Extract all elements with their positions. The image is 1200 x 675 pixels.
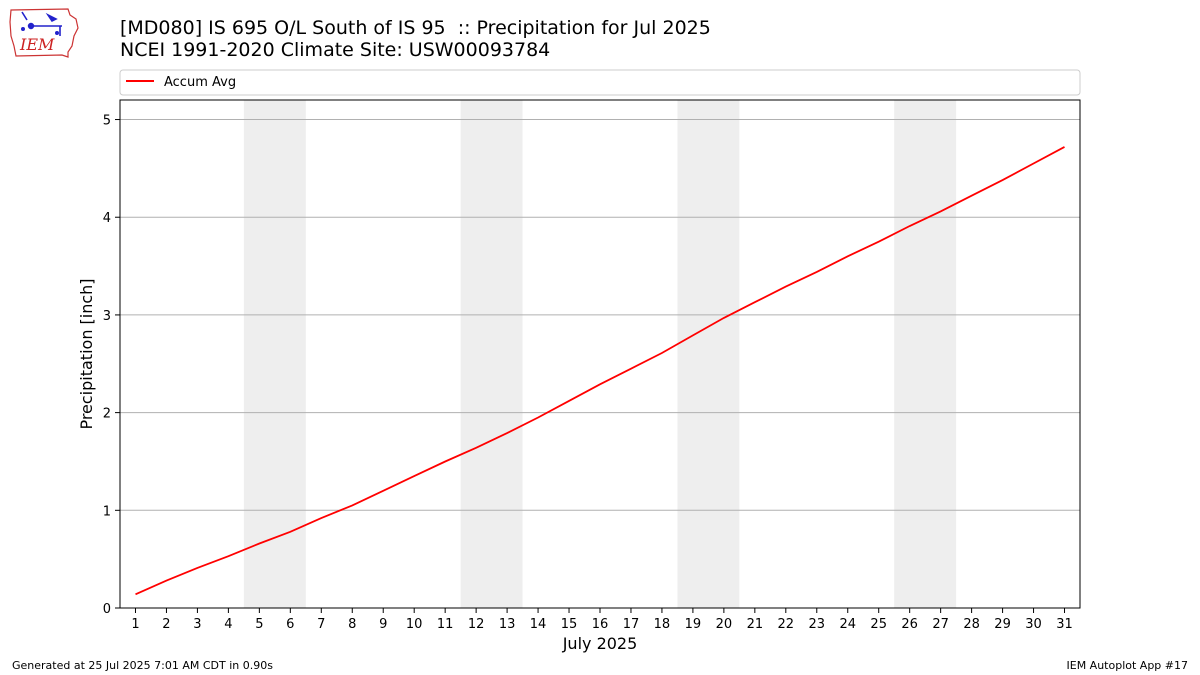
x-tick-label: 31 [1056, 617, 1073, 632]
legend: Accum Avg [119, 69, 1081, 96]
x-tick-label: 1 [131, 617, 139, 632]
x-tick-label: 22 [778, 617, 795, 632]
x-tick-label: 13 [499, 617, 516, 632]
generated-timestamp: Generated at 25 Jul 2025 7:01 AM CDT in … [12, 659, 273, 672]
weekend-band [243, 100, 306, 608]
x-tick-label: 29 [994, 617, 1011, 632]
chart-title-line2: NCEI 1991-2020 Climate Site: USW00093784 [120, 39, 551, 61]
autoplot-app-label: IEM Autoplot App #17 [1066, 659, 1189, 672]
x-tick-label: 8 [348, 617, 356, 632]
weekend-band [677, 100, 740, 608]
series-lines [135, 146, 1065, 596]
x-tick-label: 14 [530, 617, 547, 632]
x-tick-label: 20 [716, 617, 733, 632]
x-tick-label: 5 [255, 617, 263, 632]
x-tick-label: 30 [1025, 617, 1042, 632]
series-line-accum-avg [135, 146, 1065, 596]
x-tick-label: 28 [963, 617, 980, 632]
legend-box [119, 69, 1081, 96]
x-tick-label: 11 [437, 617, 454, 632]
y-tick-label: 3 [103, 309, 111, 324]
x-tick-label: 6 [286, 617, 294, 632]
y-tick-label: 0 [103, 602, 111, 617]
x-tick-label: 2 [162, 617, 170, 632]
x-tick-label: 23 [809, 617, 826, 632]
x-tick-label: 25 [870, 617, 887, 632]
weekend-band [460, 100, 523, 608]
x-tick-label: 7 [317, 617, 325, 632]
chart-title-line1: [MD080] IS 695 O/L South of IS 95 :: Pre… [120, 17, 711, 39]
x-tick-label: 12 [468, 617, 485, 632]
x-tick-label: 19 [685, 617, 702, 632]
x-tick-label: 10 [406, 617, 423, 632]
y-tick-label: 5 [103, 114, 111, 129]
y-axis: 0 1 2 3 4 5 [103, 114, 120, 617]
iowa-outline-icon [9, 8, 79, 58]
logo-text: IEM [19, 35, 55, 54]
iem-logo: IEM [9, 8, 79, 58]
x-tick-label: 16 [592, 617, 609, 632]
y-tick-label: 2 [103, 407, 111, 422]
x-tick-label: 18 [654, 617, 671, 632]
weekend-bands [243, 100, 957, 608]
y-axis-label: Precipitation [inch] [77, 278, 96, 429]
x-tick-label: 3 [193, 617, 201, 632]
x-axis-label: July 2025 [562, 634, 638, 653]
x-tick-label: 9 [379, 617, 387, 632]
x-tick-label: 27 [932, 617, 949, 632]
x-tick-label: 4 [224, 617, 232, 632]
y-tick-label: 4 [103, 211, 111, 226]
x-tick-label: 15 [561, 617, 578, 632]
weather-vane-icon [21, 11, 62, 36]
x-tick-label: 21 [747, 617, 764, 632]
x-tick-label: 24 [839, 617, 856, 632]
legend-label: Accum Avg [164, 75, 236, 90]
x-axis: 1 2 3 4 5 6 7 8 9 10 11 12 13 14 15 16 17 18 19 20 21 22 23 24 2… [131, 608, 1073, 632]
x-tick-label: 26 [901, 617, 918, 632]
y-tick-label: 1 [103, 504, 111, 519]
x-tick-label: 17 [623, 617, 640, 632]
weekend-band [894, 100, 957, 608]
